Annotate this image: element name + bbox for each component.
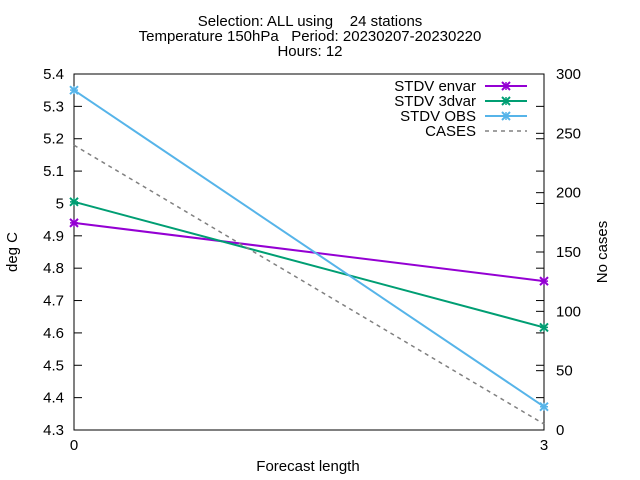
y2-tick-label: 200 [556,185,581,202]
legend-label: STDV 3dvar [394,93,476,110]
y-tick-label: 5.3 [43,98,64,115]
series-stdv-obs [69,85,549,412]
data-point [540,402,548,411]
y2-tick-label: 150 [556,244,581,261]
chart-series [69,85,549,425]
y-tick-label: 4.4 [43,390,64,407]
y2-tick-label: 100 [556,303,581,320]
legend-label: STDV envar [394,78,476,95]
legend-marker [502,82,510,90]
y-tick-label: 4.9 [43,228,64,245]
y-tick-label: 4.6 [43,325,64,342]
chart-axes: 4.3 4.4 4.5 4.6 4.7 4.8 4.9 5 5.1 5.2 5.3 5.4 0 50 100… [43,66,581,454]
y2-tick-label: 0 [556,422,564,439]
y-tick-label: 4.8 [43,260,64,277]
series-stdv-envar [69,218,549,286]
data-point [540,323,548,332]
x-tick-label: 3 [540,437,548,454]
y-tick-label: 4.7 [43,293,64,310]
legend-label: STDV OBS [400,108,476,125]
series-stdv-3dvar [69,197,549,333]
y-tick-label: 5.2 [43,131,64,148]
chart-title-line: Temperature 150hPa Period: 20230207-2023… [139,28,482,45]
data-point [70,218,78,227]
series-line [73,200,545,329]
data-point [70,86,78,95]
y-tick-label: 4.5 [43,357,64,374]
x-axis-label: Forecast length [256,458,359,475]
y2-tick-label: 300 [556,66,581,83]
y-tick-label: 5.1 [43,163,64,180]
series-cases [73,144,545,425]
y-axis-label: deg C [4,232,21,272]
legend-label: CASES [425,123,476,140]
series-line [73,144,545,425]
y-tick-label: 5.4 [43,66,64,83]
legend-marker [502,112,510,120]
legend-marker [502,97,510,105]
y-tick-label: 4.3 [43,422,64,439]
data-point [70,197,78,206]
x-tick-label: 0 [70,437,78,454]
y2-tick-label: 50 [556,363,573,380]
chart-title-line: Selection: ALL using 24 stations [198,13,423,30]
data-point [540,277,548,286]
y2-tick-label: 250 [556,125,581,142]
series-line [73,89,545,408]
series-line [73,221,545,283]
y2-axis-label: No cases [594,221,611,284]
y-tick-label: 5 [56,195,64,212]
chart-title: Selection: ALL using 24 stationsTemperat… [139,13,482,60]
chart-title-line: Hours: 12 [277,43,342,60]
